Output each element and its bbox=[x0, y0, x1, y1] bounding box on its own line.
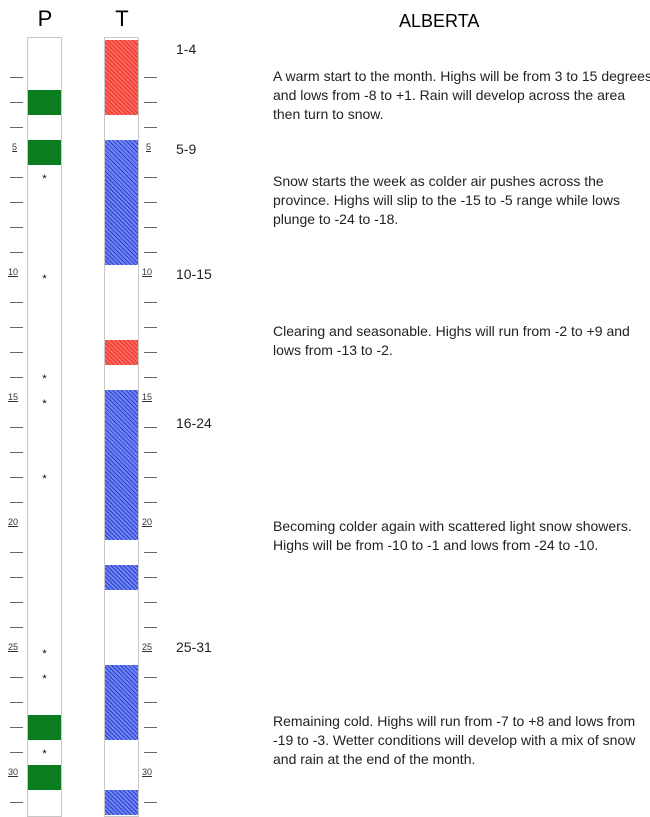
day-tick bbox=[144, 502, 157, 503]
period-label-2: 5-9 bbox=[176, 141, 197, 157]
day-tick bbox=[144, 377, 157, 378]
day-tick bbox=[10, 352, 23, 353]
period-label-1: 1-4 bbox=[176, 41, 197, 57]
day-label-right: 30 bbox=[142, 767, 153, 777]
precip-column: * * * * * * * * bbox=[27, 37, 62, 817]
day-tick bbox=[144, 352, 157, 353]
day-tick bbox=[10, 702, 23, 703]
day-tick bbox=[10, 327, 23, 328]
day-label-left: 30 bbox=[8, 767, 19, 777]
day-tick bbox=[144, 252, 157, 253]
precip-star: * bbox=[42, 173, 47, 185]
precip-block bbox=[28, 140, 61, 165]
day-tick bbox=[10, 477, 23, 478]
cold-block bbox=[105, 140, 138, 265]
period-description-1: A warm start to the month. Highs will be… bbox=[273, 68, 650, 122]
day-label-right: 10 bbox=[142, 267, 153, 277]
day-tick bbox=[10, 577, 23, 578]
precip-star: * bbox=[42, 748, 47, 760]
day-tick bbox=[144, 802, 157, 803]
cold-block bbox=[105, 565, 138, 590]
period-description-2: Snow starts the week as colder air pushe… bbox=[273, 173, 621, 227]
day-tick bbox=[10, 627, 23, 628]
period-description-4: Becoming colder again with scattered lig… bbox=[273, 518, 632, 553]
day-tick bbox=[144, 177, 157, 178]
warm-block bbox=[105, 340, 138, 365]
day-tick bbox=[10, 377, 23, 378]
day-label-left: 20 bbox=[8, 517, 19, 527]
day-tick bbox=[144, 477, 157, 478]
day-tick bbox=[144, 577, 157, 578]
precip-star: * bbox=[42, 648, 47, 660]
temp-column-header: T bbox=[115, 6, 129, 31]
day-label-left: 10 bbox=[8, 267, 19, 277]
period-label-5: 25-31 bbox=[176, 639, 212, 655]
period-label-4: 16-24 bbox=[176, 415, 212, 431]
day-tick bbox=[144, 727, 157, 728]
day-tick bbox=[10, 227, 23, 228]
day-label-right: 20 bbox=[142, 517, 153, 527]
warm-block bbox=[105, 40, 138, 115]
day-label-right: 15 bbox=[142, 392, 153, 402]
precip-block bbox=[28, 90, 61, 115]
day-tick bbox=[10, 302, 23, 303]
day-tick bbox=[144, 552, 157, 553]
day-tick bbox=[144, 77, 157, 78]
day-tick bbox=[10, 202, 23, 203]
day-tick bbox=[10, 727, 23, 728]
day-tick bbox=[144, 702, 157, 703]
day-tick bbox=[144, 227, 157, 228]
period-description-3: Clearing and seasonable. Highs will run … bbox=[273, 323, 630, 358]
precip-star: * bbox=[42, 398, 47, 410]
day-tick bbox=[10, 752, 23, 753]
day-tick bbox=[144, 327, 157, 328]
day-tick bbox=[144, 452, 157, 453]
cold-block bbox=[105, 390, 138, 540]
day-tick bbox=[144, 202, 157, 203]
day-label-left: 5 bbox=[12, 142, 18, 152]
day-tick bbox=[144, 127, 157, 128]
day-tick bbox=[144, 752, 157, 753]
period-description-5: Remaining cold. Highs will run from -7 t… bbox=[273, 713, 636, 767]
day-tick bbox=[144, 602, 157, 603]
day-tick bbox=[144, 627, 157, 628]
period-label-3: 10-15 bbox=[176, 266, 212, 282]
day-tick bbox=[10, 677, 23, 678]
day-tick bbox=[10, 252, 23, 253]
day-tick bbox=[10, 802, 23, 803]
day-tick bbox=[10, 77, 23, 78]
day-tick bbox=[10, 552, 23, 553]
day-tick bbox=[10, 102, 23, 103]
precip-block bbox=[28, 765, 61, 790]
day-tick bbox=[144, 677, 157, 678]
temp-column bbox=[104, 37, 139, 817]
precip-star: * bbox=[42, 673, 47, 685]
precip-column-header: P bbox=[37, 6, 53, 31]
day-tick bbox=[144, 102, 157, 103]
day-tick bbox=[144, 427, 157, 428]
day-tick bbox=[10, 602, 23, 603]
day-label-left: 25 bbox=[8, 642, 19, 652]
precip-block bbox=[28, 715, 61, 740]
day-label-right: 5 bbox=[146, 142, 152, 152]
day-label-right: 25 bbox=[142, 642, 153, 652]
day-tick bbox=[10, 427, 23, 428]
region-title: ALBERTA bbox=[399, 11, 480, 31]
day-tick bbox=[10, 502, 23, 503]
precip-star: * bbox=[42, 473, 47, 485]
cold-block bbox=[105, 665, 138, 740]
precip-star: * bbox=[42, 273, 47, 285]
day-tick bbox=[144, 302, 157, 303]
precip-star: * bbox=[42, 373, 47, 385]
day-tick bbox=[10, 177, 23, 178]
cold-block bbox=[105, 790, 138, 815]
day-tick bbox=[10, 127, 23, 128]
day-tick bbox=[10, 452, 23, 453]
day-label-left: 15 bbox=[8, 392, 19, 402]
